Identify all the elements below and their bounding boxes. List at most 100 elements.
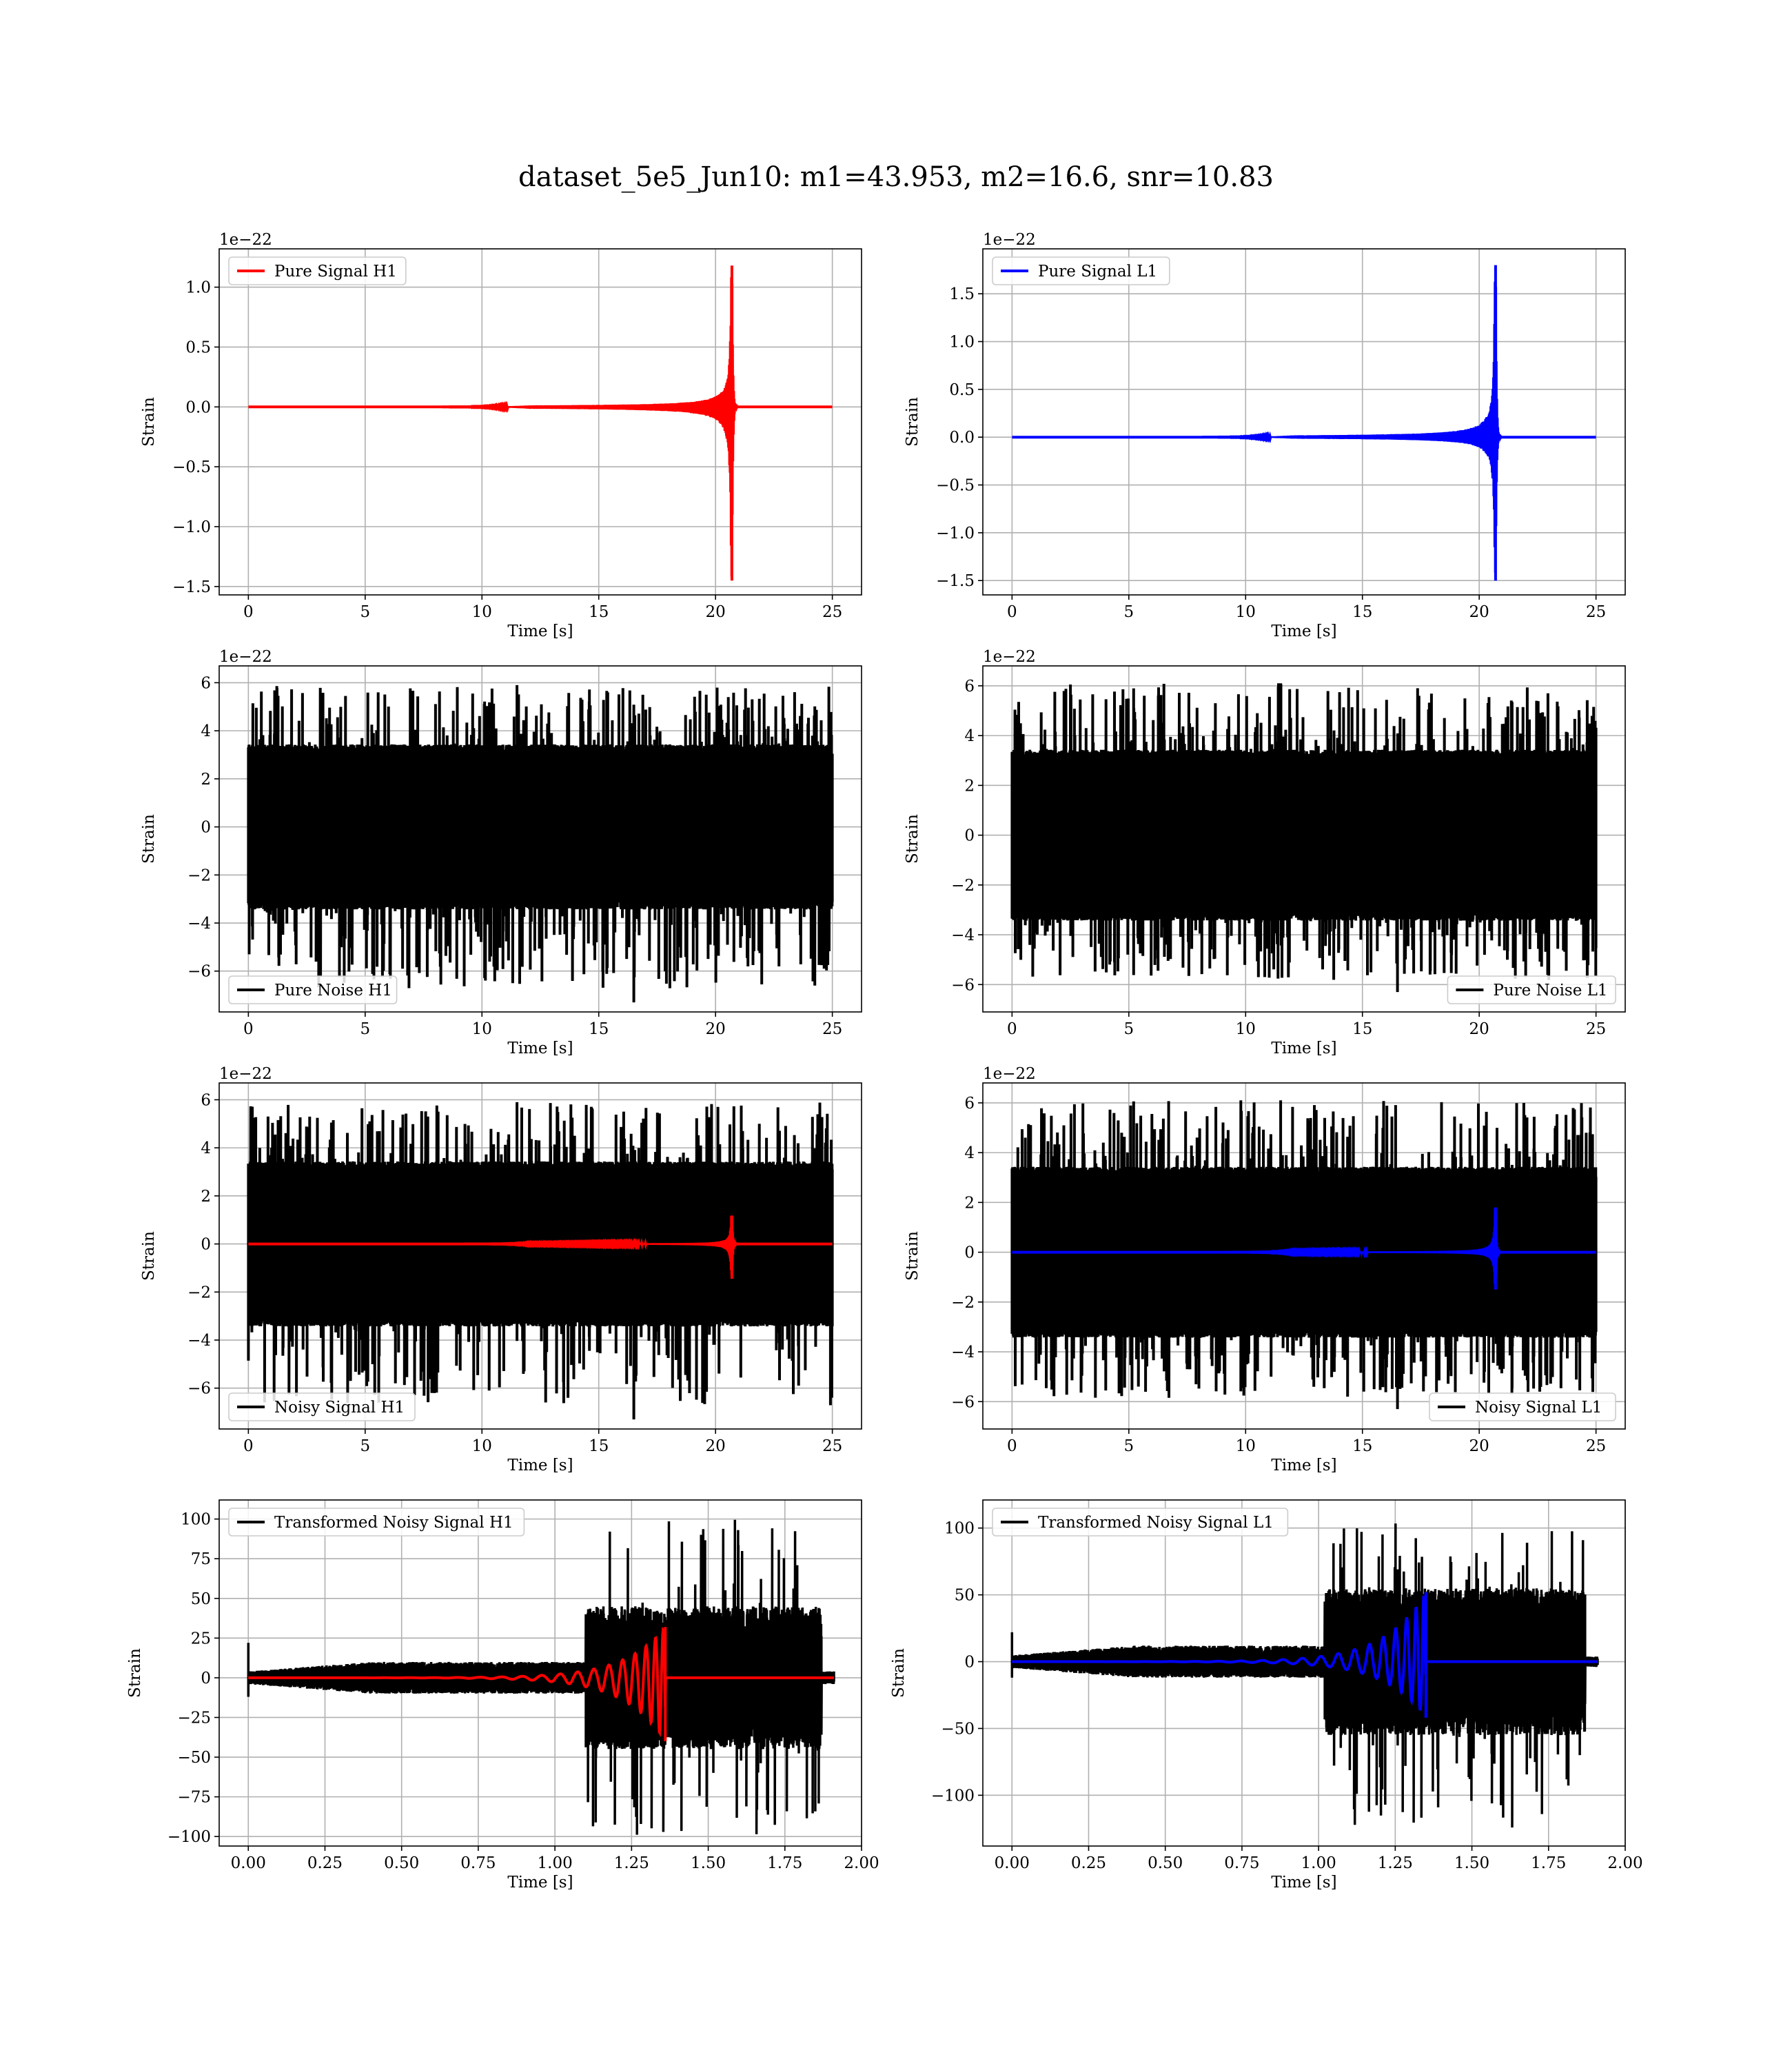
axes-frame <box>982 248 1626 596</box>
y-tick-label: −6 <box>951 1393 975 1411</box>
x-tick-label: 15 <box>1352 1020 1372 1038</box>
legend: Pure Noise L1 <box>1447 975 1616 1004</box>
x-tick-label: 0.75 <box>1224 1854 1259 1872</box>
y-tick-label: 4 <box>201 722 211 740</box>
x-tick-label: 25 <box>822 603 842 621</box>
legend: Transformed Noisy Signal H1 <box>228 1508 525 1537</box>
x-tick-label: 1.50 <box>1454 1854 1489 1872</box>
legend-box <box>1429 1392 1616 1421</box>
y-tick-label: −100 <box>931 1787 975 1805</box>
legend-label: Pure Noise H1 <box>274 982 392 1000</box>
x-tick-label: 10 <box>1236 1437 1256 1455</box>
y-tick-label: −0.5 <box>172 458 211 476</box>
legend: Noisy Signal H1 <box>228 1392 416 1421</box>
series-line-signal <box>248 1215 833 1279</box>
y-tick-label: −2 <box>951 1294 975 1312</box>
y-tick-label: 0.0 <box>949 429 975 447</box>
y-tick-label: 0 <box>964 1654 975 1672</box>
figure-title: dataset_5e5_Jun10: m1=43.953, m2=16.6, s… <box>518 161 1274 193</box>
x-tick-label: 1.00 <box>538 1854 573 1872</box>
plot-area <box>247 685 834 1003</box>
x-axis-label: Time [s] <box>507 1874 573 1892</box>
x-tick-label: 1.25 <box>614 1854 649 1872</box>
y-tick-label: 0.5 <box>949 381 975 399</box>
x-axis-label: Time [s] <box>1271 622 1336 640</box>
subplot-h1-4: 0 5 10 15 20 25 −6 −4 −2 0 2 4 6 Time [s] Strain 1e−22 N… <box>140 1065 862 1474</box>
x-tick-label: 0 <box>1007 1020 1017 1038</box>
subplot-l1-7: 0.00 0.25 0.50 0.75 1.00 1.25 1.50 1.75 2.00 −100… <box>890 1499 1643 1892</box>
y-tick-label: 6 <box>964 678 975 696</box>
y-tick-label: 0 <box>964 827 975 845</box>
y-tick-label: −1.0 <box>172 518 211 536</box>
y-tick-label: 100 <box>181 1511 211 1529</box>
y-tick-label: 4 <box>201 1139 211 1157</box>
legend: Pure Signal H1 <box>228 256 407 285</box>
subplot-l1-1: 0 5 10 15 20 25 −1.5 −1.0 −0.5 0.0 0.5 1.0 1.5 Time [… <box>904 231 1626 640</box>
y-tick-label: 1.5 <box>949 285 975 303</box>
subplot-h1-0: 0 5 10 15 20 25 −1.5 −1.0 −0.5 0.0 0.5 1.0 Time [s] S… <box>140 231 862 640</box>
y-tick-label: −4 <box>951 1344 975 1361</box>
y-tick-label: 1.0 <box>949 334 975 352</box>
x-tick-label: 0 <box>243 603 254 621</box>
y-tick-label: −75 <box>177 1789 211 1807</box>
series-line-signal <box>1012 1592 1598 1718</box>
y-tick-label: 0.5 <box>185 338 211 356</box>
y-tick-label: −100 <box>167 1828 211 1846</box>
legend-box <box>1447 975 1616 1004</box>
y-tick-label: 75 <box>191 1550 211 1568</box>
axes-frame <box>218 665 862 1013</box>
subplot-l1-5: 0 5 10 15 20 25 −6 −4 −2 0 2 4 6 Time [s] Strain 1e−22 N… <box>904 1065 1626 1474</box>
x-tick-label: 0 <box>1007 603 1017 621</box>
axes-frame <box>218 1499 862 1847</box>
y-tick-label: 2 <box>964 777 975 795</box>
axis-offset-text: 1e−22 <box>983 231 1036 249</box>
x-tick-label: 1.75 <box>1531 1854 1566 1872</box>
x-tick-label: 1.25 <box>1378 1854 1413 1872</box>
y-tick-label: 4 <box>964 727 975 745</box>
x-tick-label: 0.75 <box>460 1854 496 1872</box>
legend-label: Noisy Signal H1 <box>274 1399 405 1417</box>
y-tick-label: −25 <box>177 1709 211 1727</box>
x-tick-label: 1.50 <box>691 1854 726 1872</box>
plot-area <box>1012 265 1596 581</box>
y-tick-label: 1.0 <box>185 279 211 297</box>
y-axis-label: Strain <box>890 1648 908 1698</box>
x-axis-label: Time [s] <box>507 622 573 640</box>
y-tick-label: 2 <box>964 1194 975 1212</box>
x-tick-label: 20 <box>706 603 726 621</box>
y-tick-label: 2 <box>201 771 211 789</box>
x-tick-label: 5 <box>1123 1020 1134 1038</box>
x-tick-label: 1.75 <box>767 1854 802 1872</box>
y-tick-label: −4 <box>187 915 211 933</box>
y-tick-label: −0.5 <box>936 477 975 495</box>
x-axis-label: Time [s] <box>1271 1874 1336 1892</box>
x-tick-label: 5 <box>1123 603 1134 621</box>
y-tick-label: 0 <box>201 819 211 837</box>
x-tick-label: 5 <box>360 603 370 621</box>
y-tick-label: −6 <box>187 1380 211 1398</box>
x-tick-label: 25 <box>1586 1437 1606 1455</box>
x-tick-label: 10 <box>1236 603 1256 621</box>
series-line-signal <box>248 265 833 581</box>
legend: Noisy Signal L1 <box>1429 1392 1616 1421</box>
y-axis-label: Strain <box>140 814 158 864</box>
y-tick-label: 0.0 <box>185 398 211 416</box>
axis-offset-text: 1e−22 <box>219 231 272 249</box>
plot-area <box>1010 1100 1598 1410</box>
y-tick-label: −1.5 <box>936 572 975 590</box>
y-tick-label: 25 <box>191 1630 211 1648</box>
legend-label: Pure Noise L1 <box>1493 982 1607 1000</box>
axes-frame <box>982 665 1626 1013</box>
x-tick-label: 0.25 <box>1071 1854 1106 1872</box>
y-tick-label: −2 <box>187 866 211 884</box>
legend-box <box>228 975 398 1004</box>
y-tick-label: −4 <box>951 926 975 944</box>
x-axis-label: Time [s] <box>507 1040 573 1057</box>
plot-area <box>247 1519 835 1835</box>
y-tick-label: −6 <box>187 963 211 981</box>
legend-box <box>228 1508 525 1537</box>
series-line-signal <box>1012 1207 1596 1290</box>
series-line-signal <box>1012 265 1596 581</box>
